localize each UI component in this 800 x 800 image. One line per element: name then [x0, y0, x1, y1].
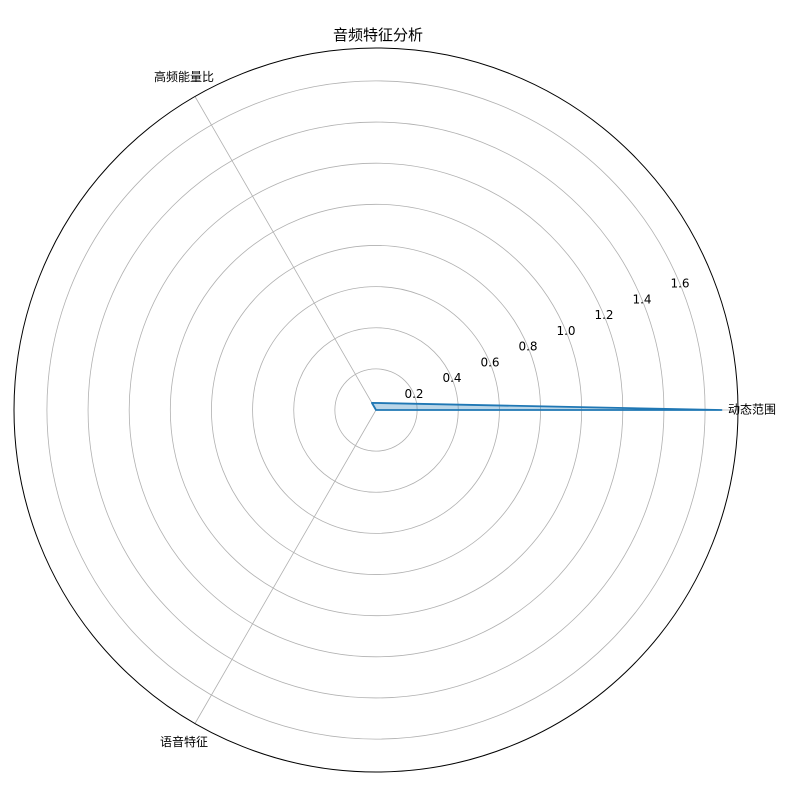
r-tick-label-5: 1.2 — [594, 308, 613, 322]
r-tick-label-6: 1.4 — [632, 292, 651, 306]
category-label-2: 语音特征 — [160, 734, 208, 749]
r-tick-label-2: 0.6 — [480, 355, 499, 369]
category-label-1: 高频能量比 — [154, 69, 214, 84]
spoke-1 — [194, 96, 377, 411]
series-layer — [370, 401, 723, 411]
spoke-2 — [194, 409, 377, 724]
r-tick-label-7: 1.6 — [670, 277, 689, 291]
radial-tick-labels: 0.2 0.4 0.6 0.8 1.0 1.2 1.4 1.6 — [404, 277, 689, 401]
outer-frame — [13, 47, 739, 773]
r-tick-label-4: 1.0 — [556, 324, 575, 338]
category-label-0: 动态范围 — [728, 403, 776, 417]
r-tick-label-1: 0.4 — [442, 371, 461, 385]
r-tick-label-3: 0.8 — [518, 340, 537, 354]
chart-title: 音频特征分析 — [333, 26, 423, 44]
r-tick-label-0: 0.2 — [404, 387, 423, 401]
series-line-0 — [370, 401, 723, 411]
